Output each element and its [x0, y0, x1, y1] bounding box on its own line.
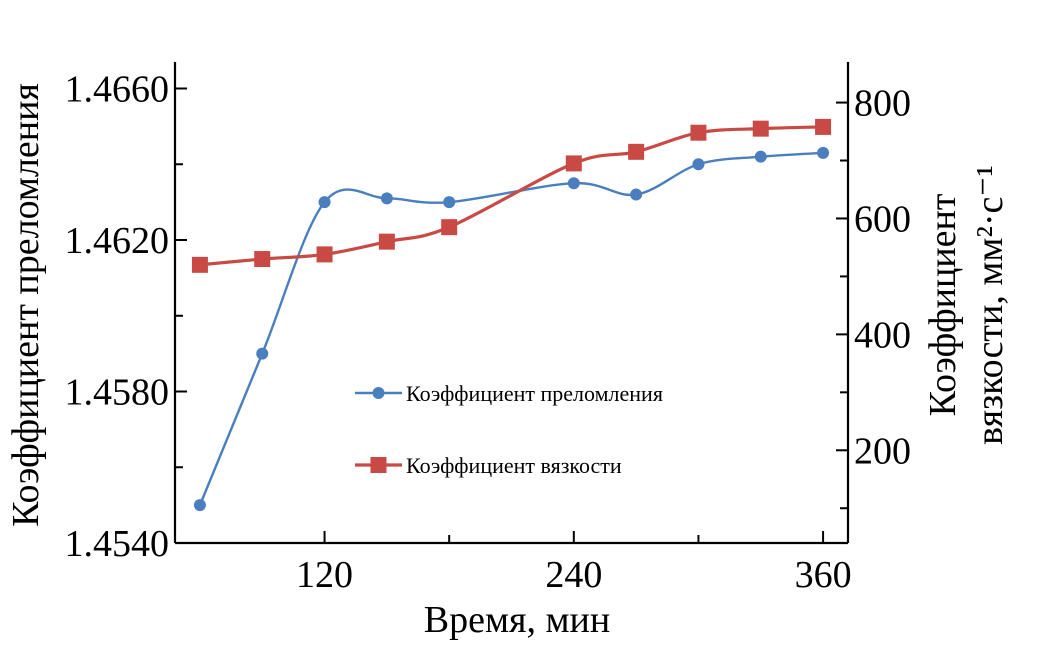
y-left-tick-label: 1.4660 [65, 69, 170, 111]
y-left-tick-label: 1.4580 [65, 372, 170, 414]
legend-label: Коэффициент вязкости [406, 453, 622, 478]
data-point-refraction [692, 158, 705, 171]
x-tick-label: 360 [795, 554, 852, 596]
y-right-tick-label: 600 [854, 198, 911, 240]
legend-marker-square [370, 457, 387, 473]
y-left-tick-label: 1.4620 [65, 220, 170, 262]
data-point-refraction [443, 196, 456, 209]
y-right-tick-label: 800 [854, 83, 911, 125]
ticks: 120 240 360 1.4540 1.4580 1.4620 1.4660 200 400 6… [65, 69, 912, 596]
data-point-viscosity [191, 256, 208, 273]
y-right-tick-label: 400 [854, 314, 911, 356]
data-point-refraction [817, 146, 830, 159]
series-layer [191, 118, 832, 512]
y-right-tick-label: 200 [854, 430, 911, 472]
data-point-refraction [193, 499, 206, 512]
right-y-axis-title-line1: Коэффициент [922, 193, 964, 416]
data-point-refraction [630, 188, 643, 201]
data-point-refraction [567, 177, 580, 190]
x-tick-label: 120 [296, 554, 353, 596]
data-point-viscosity [254, 251, 271, 268]
axes [173, 62, 850, 545]
left-y-axis-title: Коэффициент преломления [5, 83, 47, 527]
series-line-viscosity [199, 125, 824, 267]
x-tick-label: 240 [545, 554, 602, 596]
data-point-viscosity [316, 246, 333, 263]
right-y-axis-title-line2: вязкости, мм²·с⁻¹ [969, 165, 1011, 445]
data-point-refraction [318, 196, 331, 209]
data-point-viscosity [815, 118, 832, 135]
legend-marker-circle [372, 387, 385, 399]
data-point-viscosity [690, 124, 707, 141]
data-point-refraction [256, 347, 269, 360]
data-point-viscosity [565, 155, 582, 172]
data-point-refraction [380, 192, 393, 205]
x-axis-title: Время, мин [424, 599, 610, 641]
data-point-viscosity [628, 143, 645, 160]
data-point-viscosity [752, 120, 769, 137]
data-point-viscosity [378, 233, 395, 250]
data-point-viscosity [441, 219, 458, 236]
y-left-tick-label: 1.4540 [65, 523, 170, 565]
data-point-refraction [754, 150, 767, 163]
legend: Коэффициент преломления Коэффициент вязко… [355, 381, 663, 478]
legend-label: Коэффициент преломления [406, 381, 663, 406]
